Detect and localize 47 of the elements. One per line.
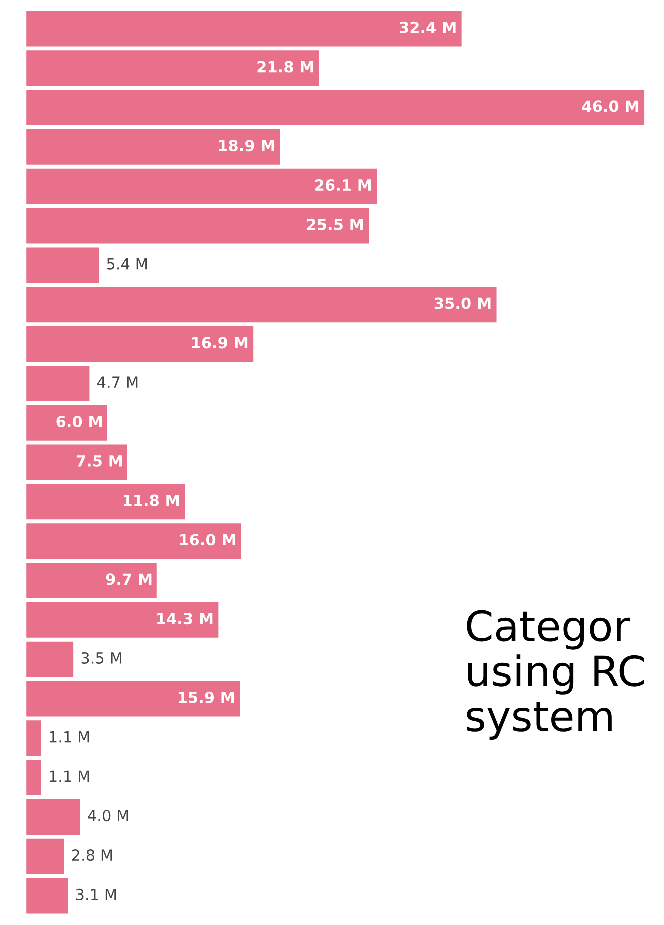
bar [26, 838, 64, 874]
data-label: 16.9 M [192, 337, 248, 349]
data-label: 1.1 M [50, 731, 90, 743]
data-label: 2.8 M [72, 850, 112, 862]
bar [26, 642, 74, 678]
data-label: 1.1 M [50, 770, 90, 782]
bar [26, 366, 90, 402]
bar [26, 760, 42, 796]
bar [26, 602, 219, 638]
data-label: 3.5 M [82, 652, 122, 664]
bar [26, 248, 100, 284]
bar [26, 168, 378, 204]
data-label: 9.7 M [106, 574, 152, 586]
bar [26, 129, 280, 165]
data-label: 32.4 M [400, 22, 456, 34]
data-label: 11.8 M [124, 494, 180, 506]
data-label: 4.7 M [98, 376, 138, 388]
bar [26, 405, 108, 441]
bar [26, 326, 254, 362]
data-label: 14.3 M [158, 613, 213, 625]
data-label: 7.5 M [76, 456, 122, 467]
data-label: 46.0 M [582, 100, 638, 112]
data-label: 26.1 M [316, 179, 372, 192]
data-label: 35.0 M [434, 298, 491, 310]
bar [26, 524, 242, 560]
bar [26, 50, 320, 86]
bar [26, 720, 42, 756]
bar [26, 208, 370, 244]
bar [26, 90, 645, 126]
bar [26, 799, 80, 835]
data-label: 6.0 M [56, 416, 102, 428]
bar [26, 287, 497, 323]
data-label: 15.9 M [179, 692, 234, 704]
annotation: Categor using RC system [467, 610, 644, 740]
bar [26, 563, 157, 598]
bar [26, 681, 240, 717]
bar [26, 484, 186, 520]
data-label: 18.9 M [219, 140, 274, 152]
data-label: 4.0 M [88, 810, 128, 822]
data-label: 5.4 M [107, 258, 148, 270]
bar [26, 11, 462, 47]
data-label: 21.8 M [258, 61, 314, 73]
data-label: 25.5 M [307, 218, 364, 230]
bar [26, 878, 68, 914]
data-label: 3.1 M [76, 888, 116, 900]
bar [26, 444, 128, 480]
data-label: 16.0 M [180, 534, 236, 546]
